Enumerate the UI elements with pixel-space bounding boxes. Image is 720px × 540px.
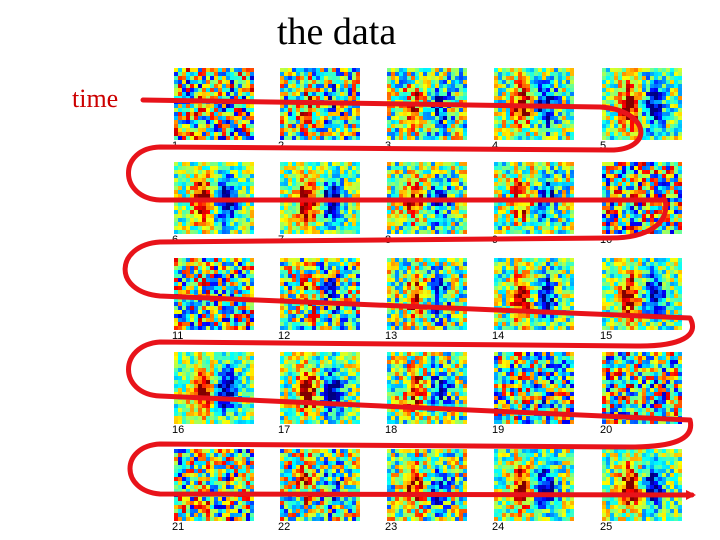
- frame-heatmap: [494, 352, 574, 424]
- frame-heatmap: [280, 68, 360, 140]
- frame-12: 12: [278, 258, 360, 342]
- frame-number: 11: [172, 330, 184, 342]
- frame-24: 24: [492, 449, 574, 533]
- frame-21: 21: [172, 449, 254, 533]
- frame-number: 1: [172, 140, 179, 152]
- frame-7: 7: [278, 162, 360, 246]
- frame-heatmap: [494, 68, 574, 140]
- frame-number: 4: [492, 140, 499, 152]
- frame-heatmap: [280, 352, 360, 424]
- frame-number: 10: [600, 234, 613, 246]
- frame-11: 11: [172, 258, 254, 342]
- frame-heatmap: [602, 68, 682, 140]
- frame-heatmap: [280, 162, 360, 234]
- frame-23: 23: [385, 449, 467, 533]
- frame-heatmap: [387, 352, 467, 424]
- frame-number: 18: [385, 424, 398, 436]
- frame-20: 20: [600, 352, 682, 436]
- frame-10: 10: [600, 162, 682, 246]
- frame-heatmap: [174, 449, 254, 521]
- frame-number: 3: [385, 140, 392, 152]
- frame-number: 13: [385, 330, 398, 342]
- frame-6: 6: [172, 162, 254, 246]
- frame-25: 25: [600, 449, 682, 533]
- frame-17: 17: [278, 352, 360, 436]
- frame-heatmap: [494, 258, 574, 330]
- frame-heatmap: [494, 449, 574, 521]
- frame-number: 23: [385, 521, 398, 533]
- frame-3: 3: [385, 68, 467, 152]
- frame-number: 9: [492, 234, 499, 246]
- frame-1: 1: [172, 68, 254, 152]
- frame-number: 17: [278, 424, 291, 436]
- frame-heatmap: [387, 162, 467, 234]
- frame-22: 22: [278, 449, 360, 533]
- frame-number: 2: [278, 140, 285, 152]
- frame-heatmap: [174, 352, 254, 424]
- frame-19: 19: [492, 352, 574, 436]
- frame-heatmap: [387, 68, 467, 140]
- frame-heatmap: [280, 449, 360, 521]
- frame-heatmap: [602, 352, 682, 424]
- frame-2: 2: [278, 68, 360, 152]
- frame-8: 8: [385, 162, 467, 246]
- frame-15: 15: [600, 258, 682, 342]
- frame-number: 20: [600, 424, 613, 436]
- frame-18: 18: [385, 352, 467, 436]
- frame-number: 8: [385, 234, 392, 246]
- frame-5: 5: [600, 68, 682, 152]
- frame-number: 14: [492, 330, 505, 342]
- frame-heatmap: [174, 162, 254, 234]
- frame-number: 25: [600, 521, 613, 533]
- frame-heatmap: [602, 449, 682, 521]
- frame-number: 15: [600, 330, 613, 342]
- frame-heatmap: [602, 162, 682, 234]
- frame-heatmap: [602, 258, 682, 330]
- frame-number: 5: [600, 140, 607, 152]
- frame-number: 19: [492, 424, 505, 436]
- frame-16: 16: [172, 352, 254, 436]
- frame-heatmap: [280, 258, 360, 330]
- frame-number: 16: [172, 424, 185, 436]
- frame-number: 24: [492, 521, 505, 533]
- frame-heatmap: [174, 68, 254, 140]
- frame-13: 13: [385, 258, 467, 342]
- frame-number: 12: [278, 330, 291, 342]
- frame-heatmap: [387, 258, 467, 330]
- page-title: the data: [277, 11, 397, 53]
- frame-number: 22: [278, 521, 291, 533]
- time-axis-label: time: [72, 84, 119, 113]
- frame-heatmap: [174, 258, 254, 330]
- frame-9: 9: [492, 162, 574, 246]
- frame-number: 7: [278, 234, 285, 246]
- frame-14: 14: [492, 258, 574, 342]
- frame-heatmap: [387, 449, 467, 521]
- frame-number: 21: [172, 521, 185, 533]
- frame-heatmap: [494, 162, 574, 234]
- frame-4: 4: [492, 68, 574, 152]
- frame-number: 6: [172, 234, 179, 246]
